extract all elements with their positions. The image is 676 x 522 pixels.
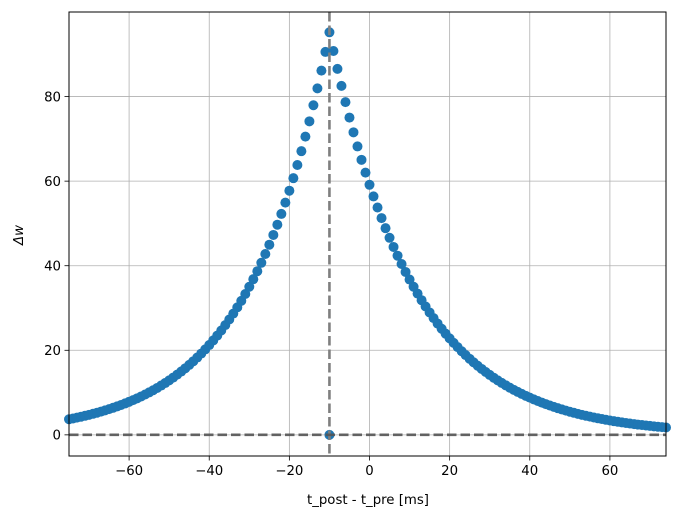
data-point (304, 116, 315, 127)
data-point (284, 185, 295, 196)
x-tick-label: 20 (441, 464, 458, 479)
data-point (396, 259, 407, 270)
data-point (292, 160, 303, 171)
data-point (368, 191, 379, 202)
data-point (336, 80, 347, 91)
data-point (380, 223, 391, 234)
x-tick-label: 40 (521, 464, 538, 479)
x-tick-label: 60 (601, 464, 618, 479)
data-point (280, 197, 291, 208)
data-point (260, 248, 271, 259)
data-point (352, 141, 363, 152)
data-point (244, 281, 255, 292)
data-point (384, 232, 395, 243)
data-point (332, 63, 343, 74)
x-tick-label: 0 (365, 464, 373, 479)
reference-lines (69, 12, 666, 456)
data-point (340, 97, 351, 108)
data-point (300, 131, 311, 142)
data-point (252, 266, 263, 277)
axes-frame (68, 11, 667, 457)
y-tick-label: 0 (53, 429, 61, 444)
data-point (372, 202, 383, 213)
data-point (308, 100, 319, 111)
tick-marks (64, 96, 611, 461)
data-point (400, 266, 411, 277)
x-tick-label: −40 (195, 464, 223, 479)
data-point (344, 112, 355, 123)
data-point (256, 257, 267, 268)
y-tick-label: 60 (44, 175, 61, 190)
data-point (364, 179, 375, 190)
data-point (248, 274, 259, 285)
data-point (376, 213, 387, 224)
data-point (272, 219, 283, 230)
data-point (288, 173, 299, 184)
y-tick-label: 20 (44, 344, 61, 359)
data-point (312, 83, 323, 94)
data-point (316, 65, 327, 76)
y-tick-label: 40 (44, 260, 61, 275)
data-point (348, 127, 359, 138)
x-tick-label: −20 (275, 464, 303, 479)
data-point (320, 46, 331, 57)
data-point (296, 146, 307, 157)
tick-labels: −60 −40 −20 0 20 40 60 0 20 40 60 80 (44, 90, 618, 479)
data-point (328, 46, 339, 57)
data-point (276, 208, 287, 219)
x-axis-label: t_post - t_pre [ms] (307, 493, 429, 508)
data-point (264, 239, 275, 250)
y-tick-label: 80 (44, 90, 61, 105)
data-point (388, 241, 399, 252)
data-point (356, 154, 367, 165)
scatter-series (64, 27, 671, 440)
axes-border (68, 11, 667, 457)
y-axis-label: Δw (12, 225, 27, 246)
data-point (268, 229, 279, 240)
data-point (392, 250, 403, 261)
x-tick-label: −60 (115, 464, 143, 479)
data-point (360, 167, 371, 178)
